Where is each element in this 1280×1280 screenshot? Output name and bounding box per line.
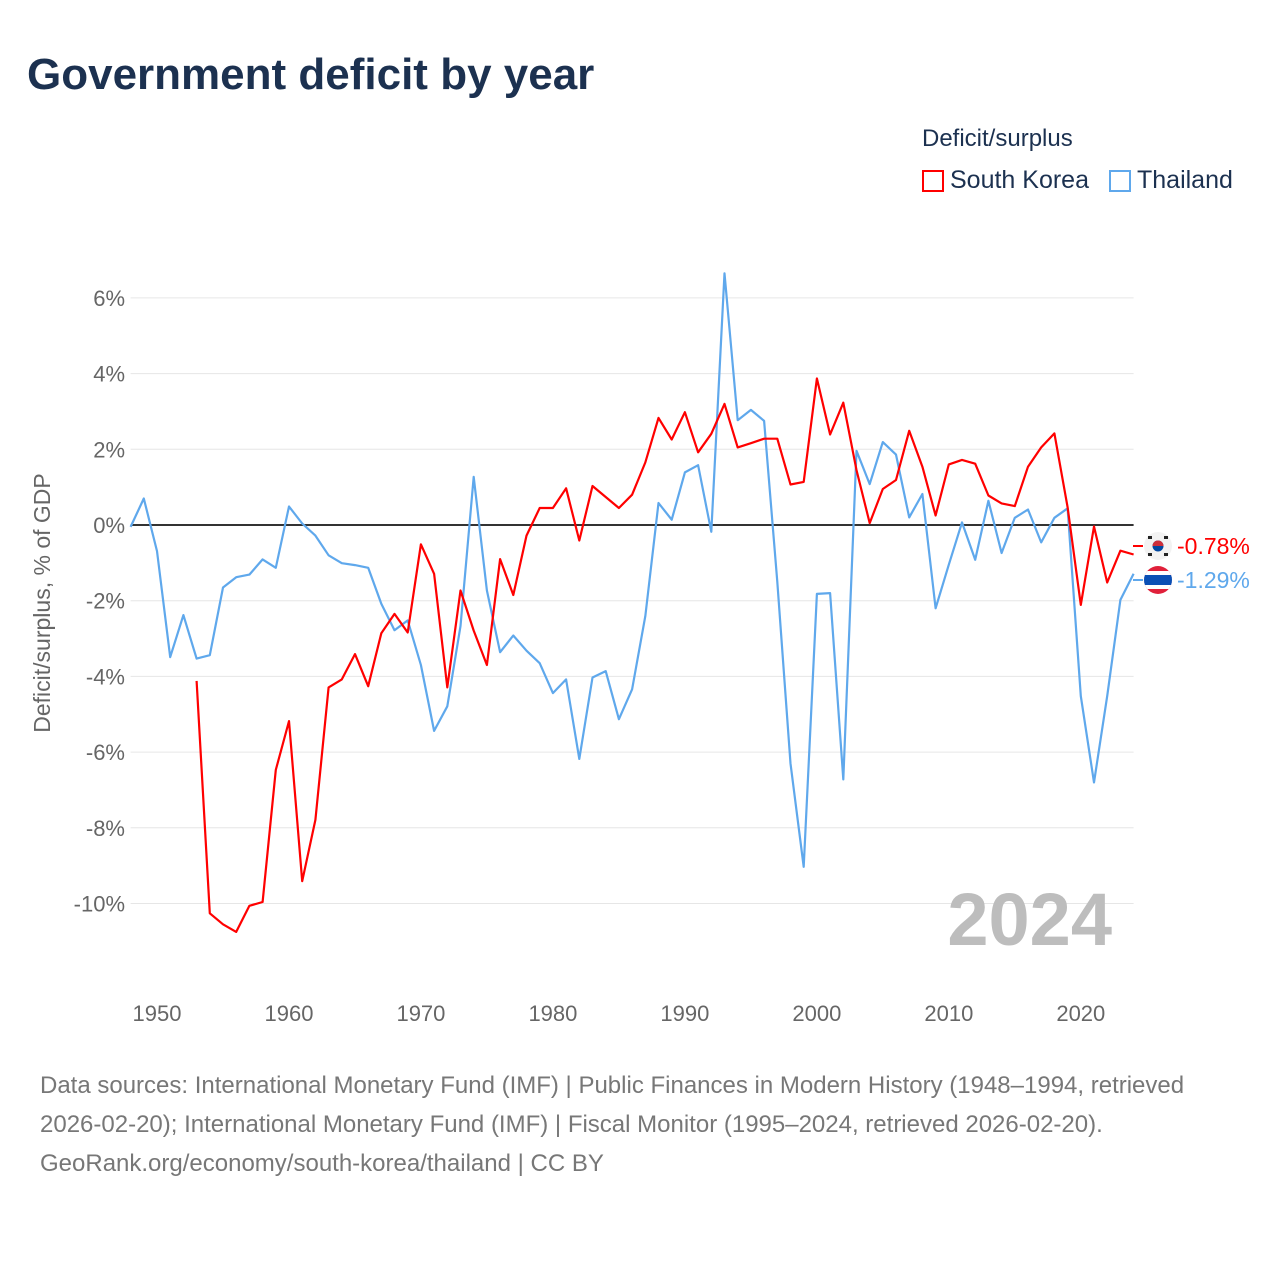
end-label-value-south-korea: -0.78% <box>1177 533 1250 559</box>
legend: South Korea Thailand <box>922 166 1233 195</box>
end-label-south-korea: -0.78% <box>1133 532 1250 560</box>
x-tick-label: 2010 <box>924 1001 973 1026</box>
chart-title: Government deficit by year <box>27 50 595 99</box>
legend-swatch-south-korea <box>922 169 944 192</box>
x-tick-label: 2000 <box>792 1001 841 1026</box>
series-line-thailand[interactable] <box>129 272 1135 868</box>
x-tick-label: 1980 <box>528 1001 577 1026</box>
end-label-value-thailand: -1.29% <box>1177 567 1250 593</box>
legend-swatch-thailand <box>1109 169 1131 192</box>
y-tick-label: -4% <box>86 664 125 689</box>
footer: Data sources: International Monetary Fun… <box>40 1066 1240 1183</box>
x-tick-label: 2020 <box>1056 1001 1105 1026</box>
y-tick-label: -10% <box>74 892 125 917</box>
legend-label: Thailand <box>1137 166 1233 194</box>
legend-item-south-korea[interactable]: South Korea <box>922 166 1089 195</box>
series-line-south-korea[interactable] <box>195 377 1134 934</box>
data-sources: Data sources: International Monetary Fun… <box>40 1072 1185 1138</box>
legend-item-thailand[interactable]: Thailand <box>1109 166 1233 195</box>
end-label-thailand: -1.29% <box>1133 566 1250 594</box>
legend-title: Deficit/surplus <box>922 125 1073 152</box>
x-tick-label: 1970 <box>396 1001 445 1026</box>
y-tick-label: 6% <box>93 286 125 311</box>
watermark-year: 2024 <box>947 878 1112 961</box>
y-tick-label: 0% <box>93 513 125 538</box>
y-tick-label: 2% <box>93 437 125 462</box>
y-axis-label: Deficit/surplus, % of GDP <box>29 473 55 732</box>
y-tick-label: -6% <box>86 740 125 765</box>
x-tick-label: 1950 <box>133 1001 182 1026</box>
y-tick-label: -8% <box>86 816 125 841</box>
y-tick-label: -2% <box>86 589 125 614</box>
legend-label: South Korea <box>950 166 1089 194</box>
chart-plot: 6% 4% 2% 0% -2% -4% -6% -8% -10% 1950 1960 1970 1980… <box>29 272 1250 1026</box>
thailand-flag-icon <box>1144 566 1172 594</box>
south-korea-flag-icon <box>1144 532 1172 560</box>
x-tick-label: 1960 <box>264 1001 313 1026</box>
y-tick-label: 4% <box>93 362 125 387</box>
attribution-link[interactable]: GeoRank.org/economy/south-korea/thailand… <box>40 1150 604 1177</box>
x-tick-label: 1990 <box>660 1001 709 1026</box>
